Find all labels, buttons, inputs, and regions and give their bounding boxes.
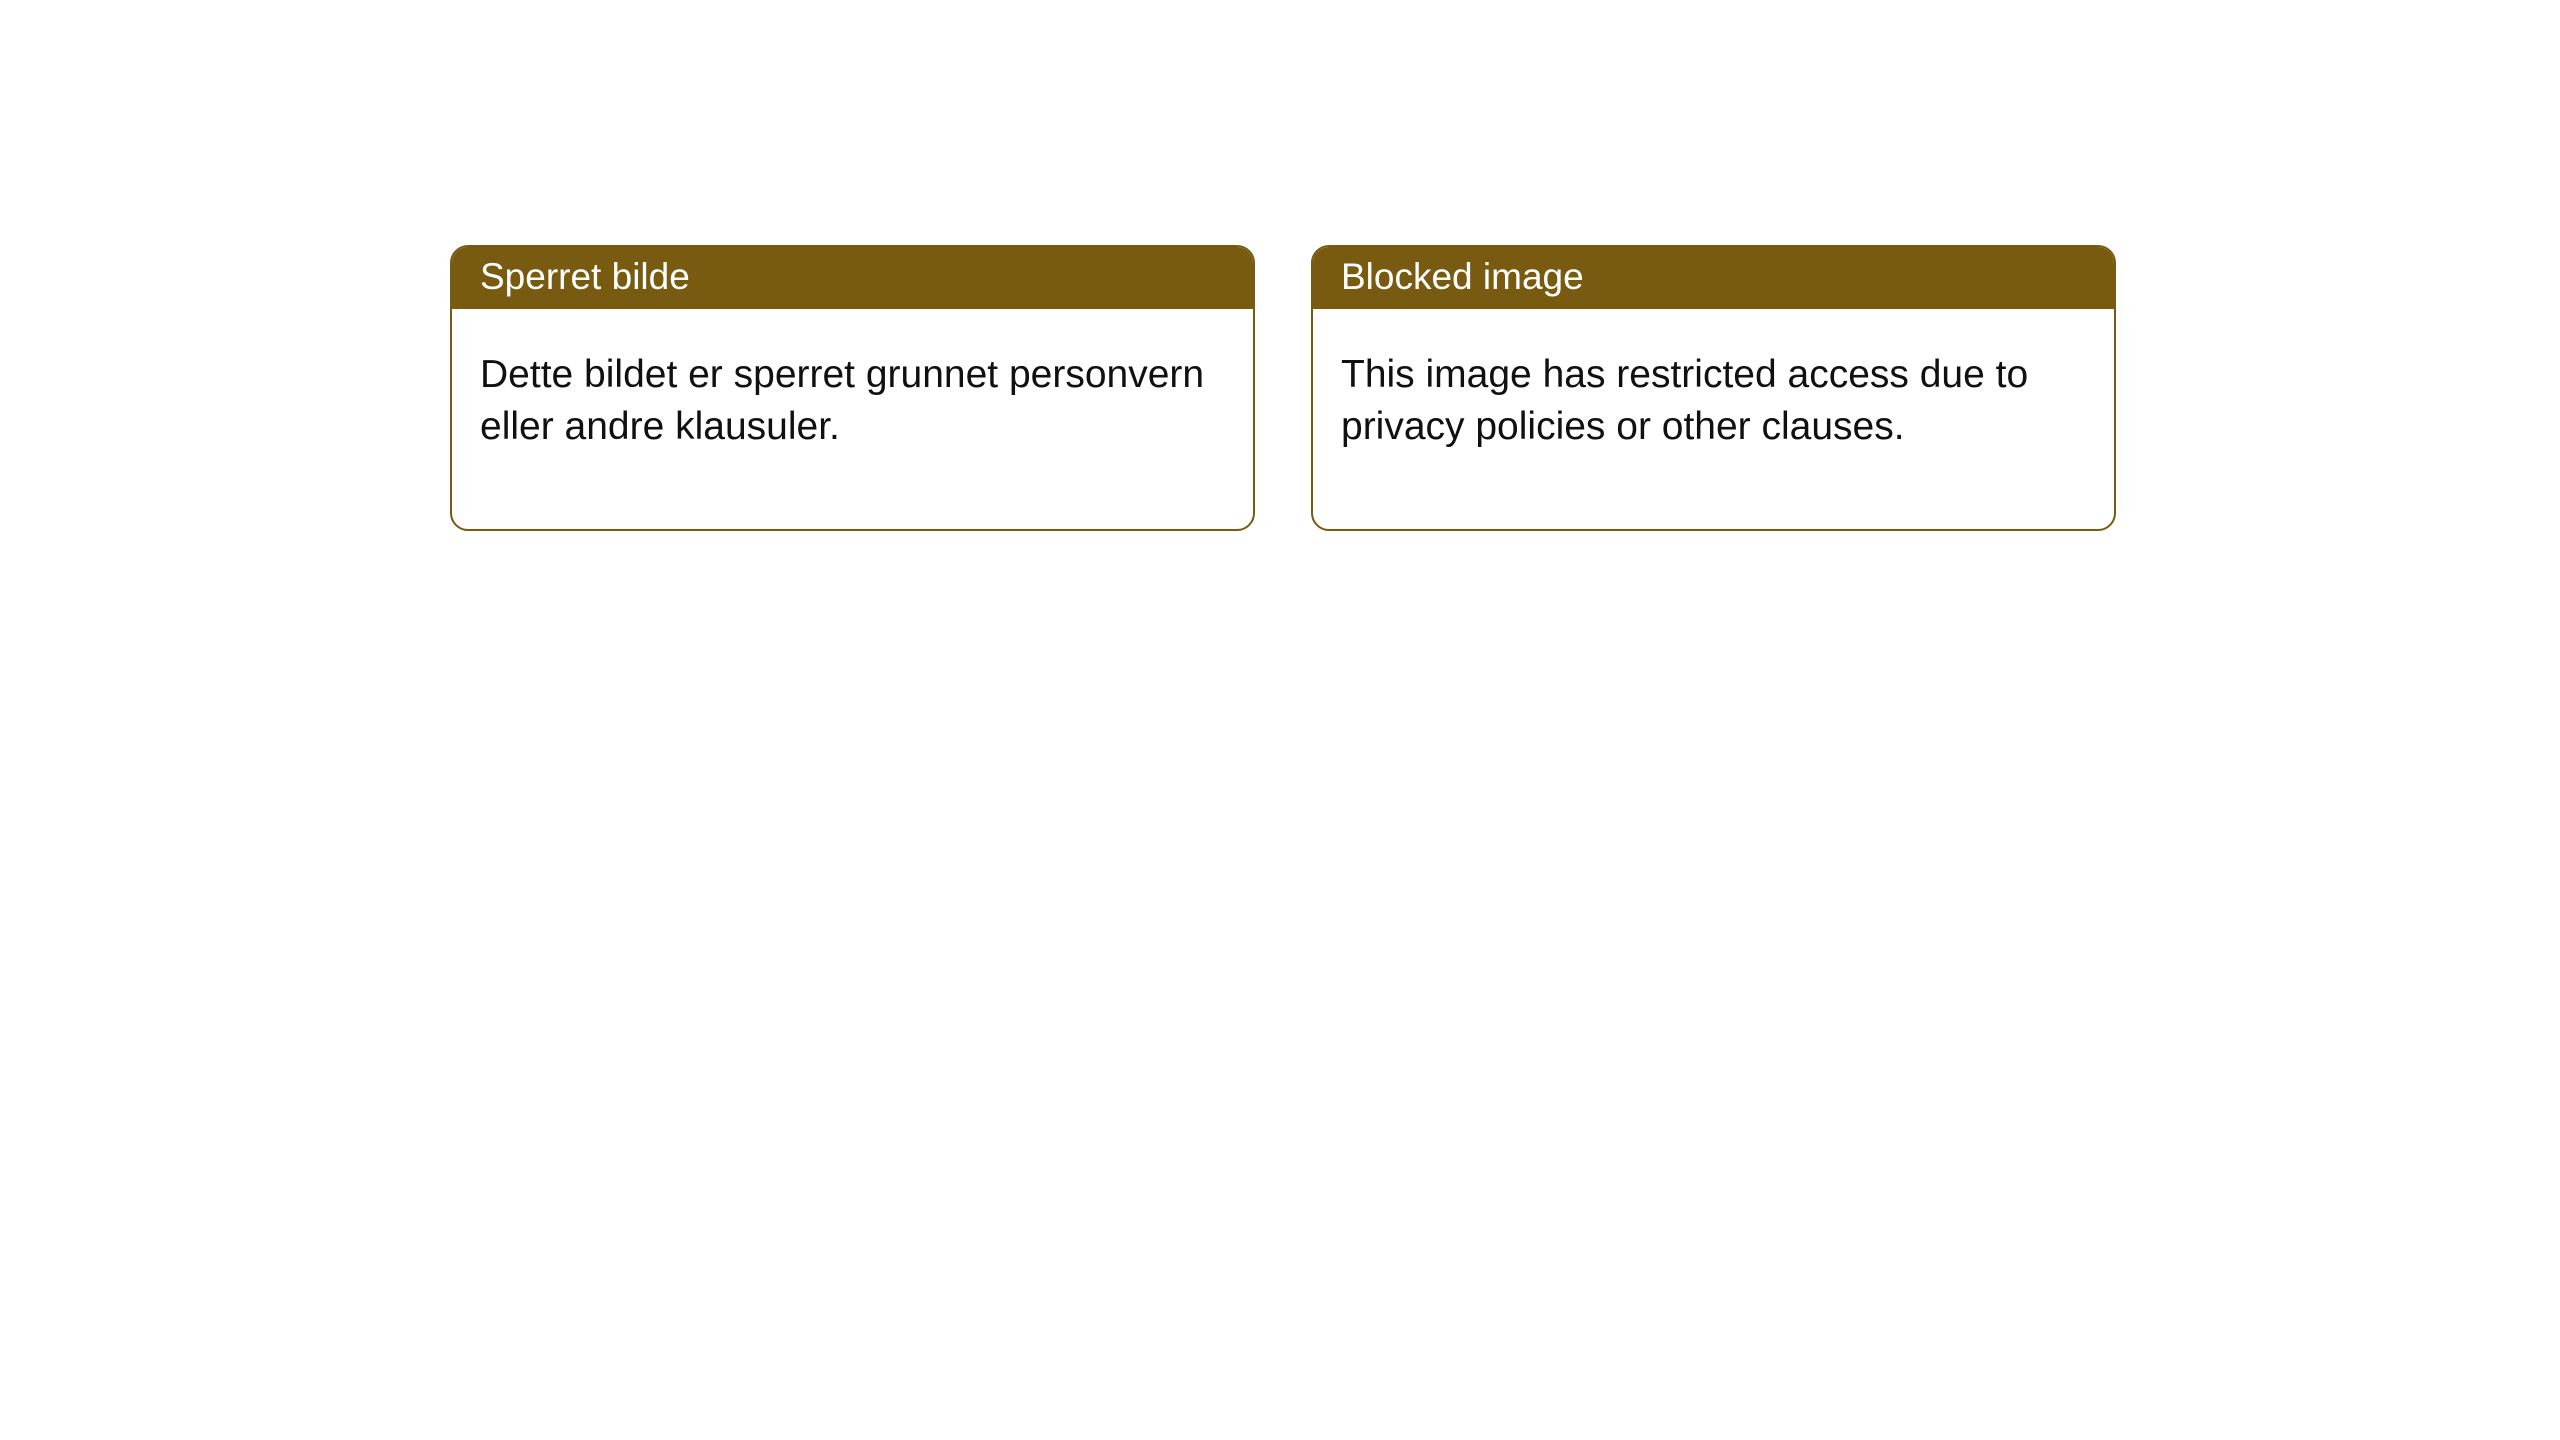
notice-card-title: Sperret bilde — [452, 247, 1253, 309]
notice-card-norwegian: Sperret bilde Dette bildet er sperret gr… — [450, 245, 1255, 531]
notice-card-title: Blocked image — [1313, 247, 2114, 309]
notice-card-english: Blocked image This image has restricted … — [1311, 245, 2116, 531]
notice-card-body: This image has restricted access due to … — [1313, 309, 2114, 529]
notice-card-body: Dette bildet er sperret grunnet personve… — [452, 309, 1253, 529]
notice-container: Sperret bilde Dette bildet er sperret gr… — [0, 0, 2560, 531]
